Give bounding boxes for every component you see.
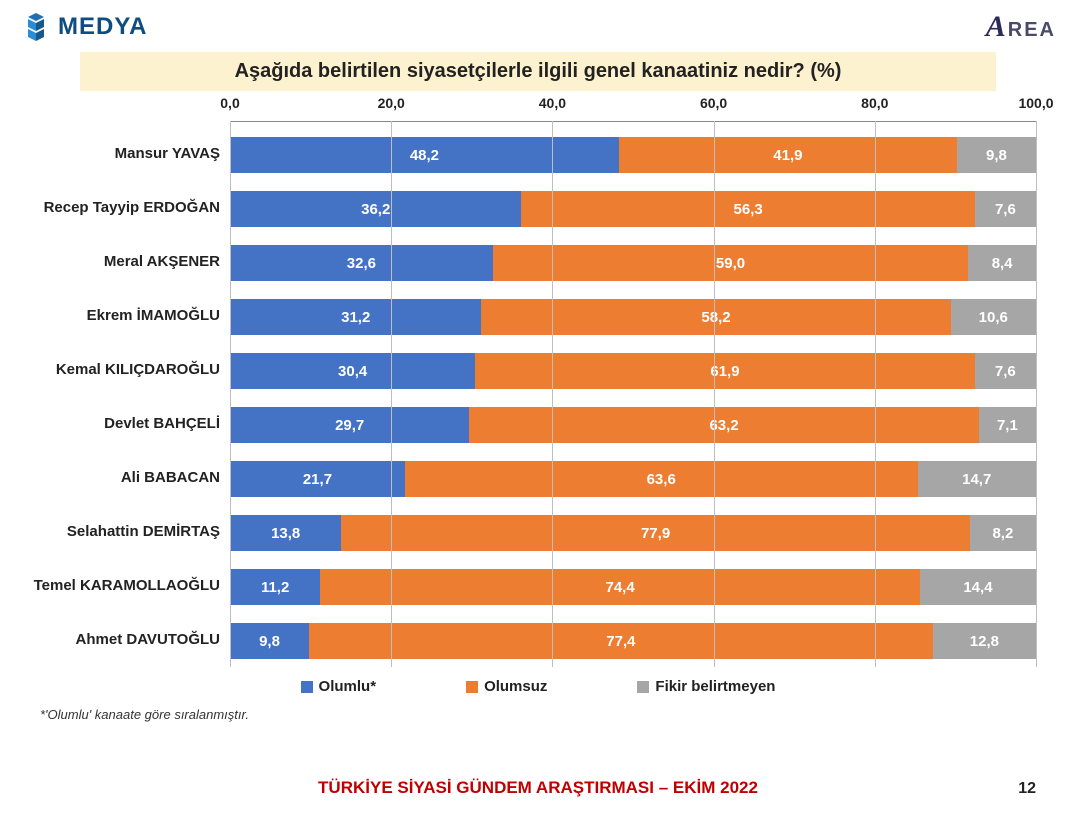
logo-right: AREA bbox=[986, 10, 1056, 44]
bar-segment: 7,6 bbox=[975, 191, 1036, 227]
bar-segment: 12,8 bbox=[933, 623, 1036, 659]
bar-segment: 63,6 bbox=[405, 461, 918, 497]
y-axis-labels: Mansur YAVAŞRecep Tayyip ERDOĞANMeral AK… bbox=[0, 95, 230, 668]
header: MEDYA AREA bbox=[0, 0, 1076, 44]
legend-swatch bbox=[466, 681, 478, 693]
category-label: Temel KARAMOLLAOĞLU bbox=[0, 559, 230, 613]
category-label: Meral AKŞENER bbox=[0, 235, 230, 289]
bar-segment: 56,3 bbox=[521, 191, 974, 227]
gridline bbox=[1036, 121, 1037, 667]
bar-row: 21,763,614,7 bbox=[230, 452, 1036, 506]
bar-segment: 9,8 bbox=[957, 137, 1036, 173]
bar-segment: 8,2 bbox=[970, 515, 1036, 551]
cubes-icon bbox=[20, 11, 52, 43]
bar-row: 31,258,210,6 bbox=[230, 290, 1036, 344]
bar-row: 9,877,412,8 bbox=[230, 614, 1036, 668]
plot-area: 0,020,040,060,080,0100,0 48,241,99,836,2… bbox=[230, 95, 1036, 668]
bar-row: 32,659,08,4 bbox=[230, 236, 1036, 290]
category-label: Mansur YAVAŞ bbox=[0, 127, 230, 181]
bar-segment: 31,2 bbox=[230, 299, 481, 335]
bar-row: 48,241,99,8 bbox=[230, 128, 1036, 182]
bar-segment: 48,2 bbox=[230, 137, 619, 173]
bar-row: 13,877,98,2 bbox=[230, 506, 1036, 560]
bar-row: 29,763,27,1 bbox=[230, 398, 1036, 452]
legend-label: Olumsuz bbox=[484, 678, 547, 695]
bar-segment: 7,1 bbox=[979, 407, 1036, 443]
legend-swatch bbox=[301, 681, 313, 693]
bar-segment: 59,0 bbox=[493, 245, 969, 281]
bar-segment: 63,2 bbox=[469, 407, 978, 443]
x-tick: 0,0 bbox=[220, 95, 239, 111]
bars: 48,241,99,836,256,37,632,659,08,431,258,… bbox=[230, 128, 1036, 668]
bar-segment: 29,7 bbox=[230, 407, 469, 443]
bar-segment: 30,4 bbox=[230, 353, 475, 389]
bar-segment: 41,9 bbox=[619, 137, 957, 173]
x-tick: 40,0 bbox=[539, 95, 566, 111]
bar-segment: 11,2 bbox=[230, 569, 320, 605]
bar-segment: 9,8 bbox=[230, 623, 309, 659]
bar-segment: 77,4 bbox=[309, 623, 933, 659]
logo-right-text: REA bbox=[1008, 19, 1056, 42]
x-tick: 60,0 bbox=[700, 95, 727, 111]
category-label: Ahmet DAVUTOĞLU bbox=[0, 613, 230, 667]
category-label: Ali BABACAN bbox=[0, 451, 230, 505]
category-label: Recep Tayyip ERDOĞAN bbox=[0, 181, 230, 235]
legend: Olumlu* Olumsuz Fikir belirtmeyen bbox=[0, 678, 1076, 695]
footer-title: TÜRKİYE SİYASİ GÜNDEM ARAŞTIRMASI – EKİM… bbox=[0, 778, 1076, 798]
legend-item: Olumlu* bbox=[301, 678, 377, 695]
bar-segment: 10,6 bbox=[951, 299, 1036, 335]
bar-segment: 36,2 bbox=[230, 191, 521, 227]
bar-segment: 8,4 bbox=[968, 245, 1036, 281]
logo-right-a: A bbox=[986, 10, 1008, 44]
category-label: Selahattin DEMİRTAŞ bbox=[0, 505, 230, 559]
bar-row: 11,274,414,4 bbox=[230, 560, 1036, 614]
category-label: Kemal KILIÇDAROĞLU bbox=[0, 343, 230, 397]
footnote: *'Olumlu' kanaate göre sıralanmıştır. bbox=[40, 707, 1076, 722]
bar-segment: 21,7 bbox=[230, 461, 405, 497]
page-number: 12 bbox=[1018, 780, 1036, 798]
legend-item: Fikir belirtmeyen bbox=[637, 678, 775, 695]
bar-segment: 74,4 bbox=[320, 569, 920, 605]
bar-segment: 32,6 bbox=[230, 245, 493, 281]
bar-segment: 58,2 bbox=[481, 299, 950, 335]
chart-title: Aşağıda belirtilen siyasetçilerle ilgili… bbox=[80, 52, 996, 91]
bar-segment: 14,4 bbox=[920, 569, 1036, 605]
category-label: Devlet BAHÇELİ bbox=[0, 397, 230, 451]
logo-left: MEDYA bbox=[20, 11, 147, 43]
chart: Mansur YAVAŞRecep Tayyip ERDOĞANMeral AK… bbox=[0, 95, 1036, 668]
bar-segment: 61,9 bbox=[475, 353, 974, 389]
category-label: Ekrem İMAMOĞLU bbox=[0, 289, 230, 343]
bar-row: 36,256,37,6 bbox=[230, 182, 1036, 236]
x-axis: 0,020,040,060,080,0100,0 bbox=[230, 95, 1036, 122]
legend-swatch bbox=[637, 681, 649, 693]
bar-segment: 7,6 bbox=[975, 353, 1036, 389]
legend-label: Olumlu* bbox=[319, 678, 377, 695]
bar-segment: 13,8 bbox=[230, 515, 341, 551]
x-tick: 80,0 bbox=[861, 95, 888, 111]
bar-segment: 14,7 bbox=[918, 461, 1036, 497]
bar-row: 30,461,97,6 bbox=[230, 344, 1036, 398]
x-tick: 100,0 bbox=[1018, 95, 1053, 111]
legend-item: Olumsuz bbox=[466, 678, 547, 695]
bar-segment: 77,9 bbox=[341, 515, 970, 551]
logo-left-text: MEDYA bbox=[58, 13, 147, 41]
x-tick: 20,0 bbox=[378, 95, 405, 111]
legend-label: Fikir belirtmeyen bbox=[655, 678, 775, 695]
